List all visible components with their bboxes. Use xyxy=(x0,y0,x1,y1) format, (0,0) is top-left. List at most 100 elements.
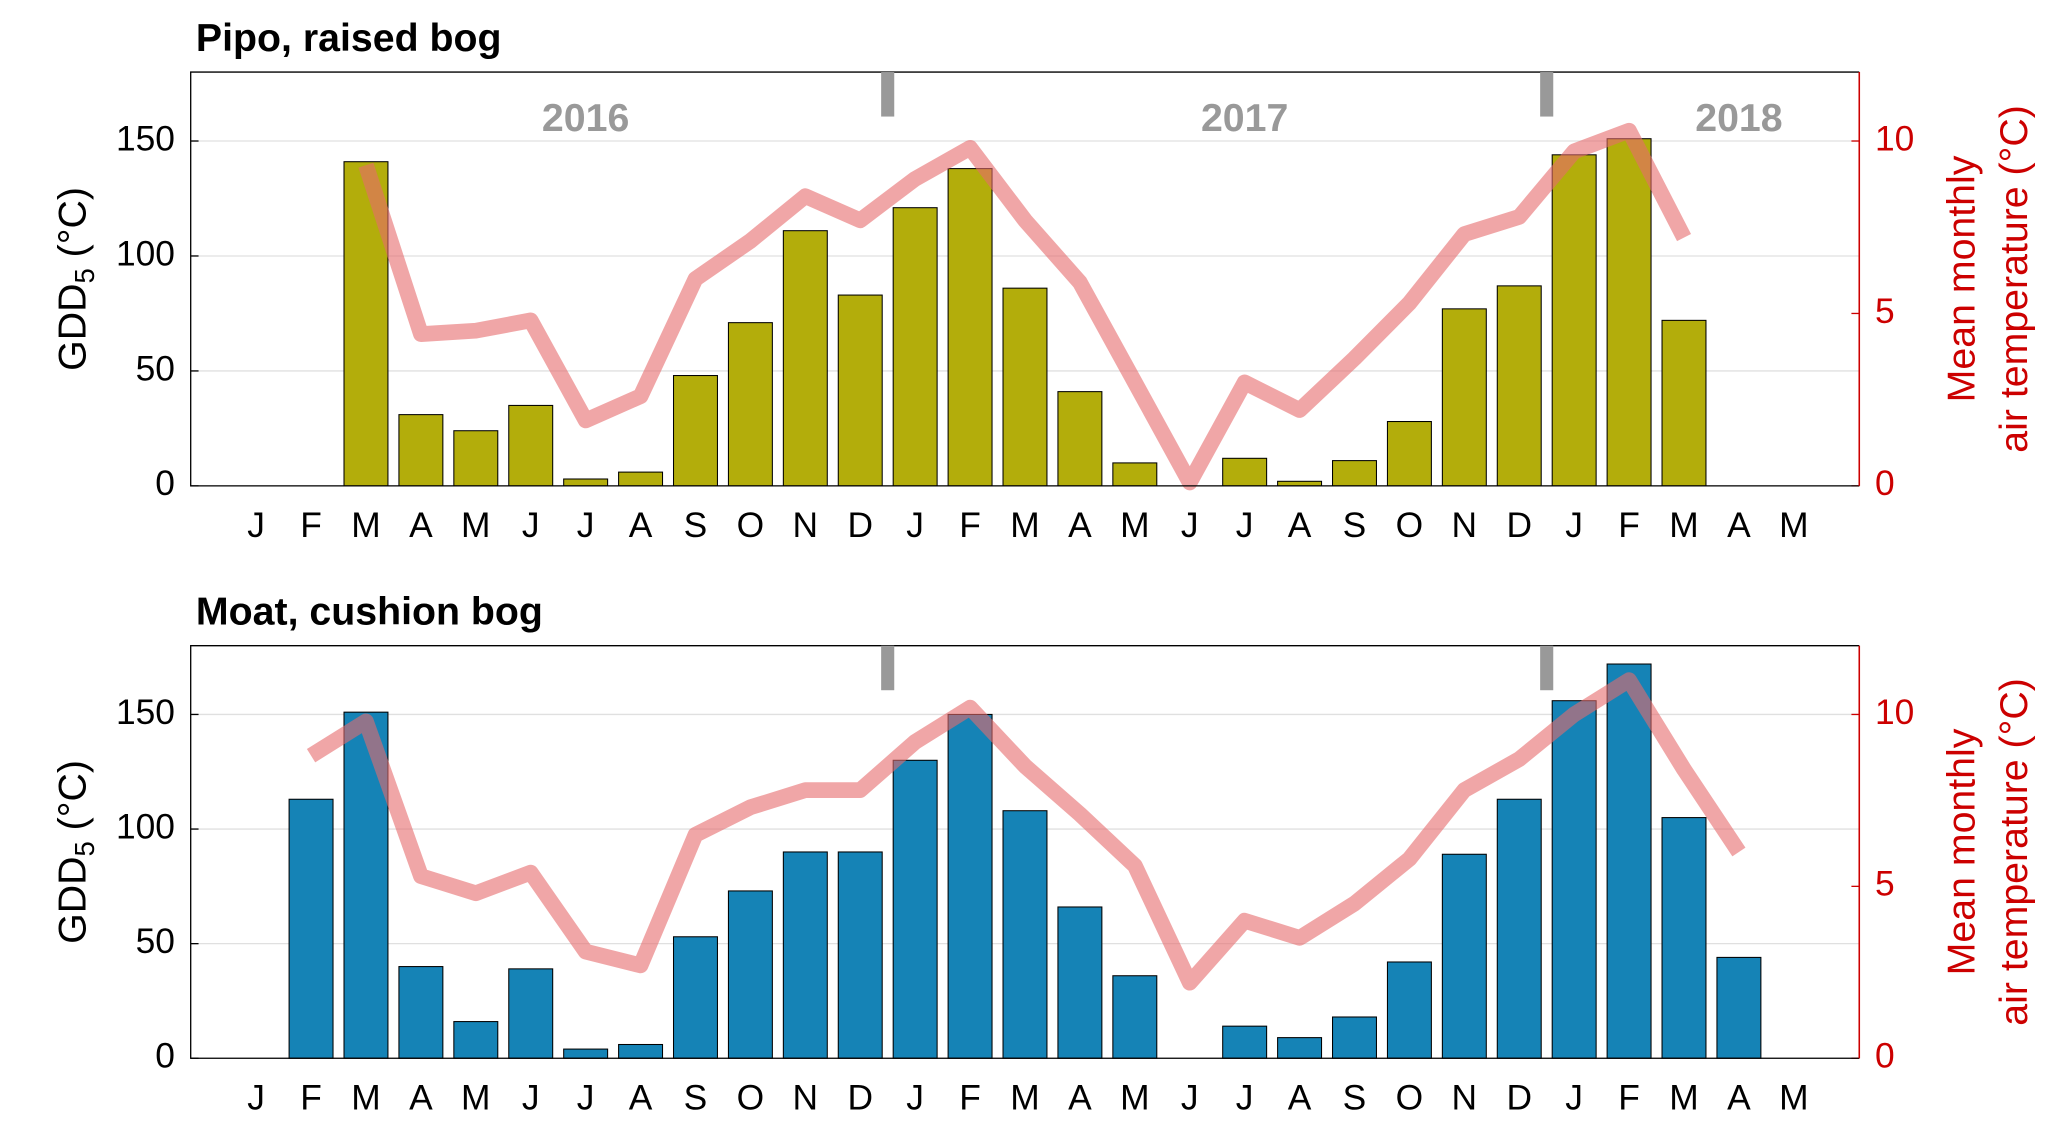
year-divider xyxy=(1540,645,1554,691)
year-divider xyxy=(881,72,895,117)
x-tick-label: F xyxy=(959,506,981,545)
x-tick-label: M xyxy=(461,506,490,545)
x-tick-label: F xyxy=(1618,1079,1640,1118)
year-divider xyxy=(1540,72,1554,117)
x-tick-label: M xyxy=(351,506,380,545)
x-tick-label: J xyxy=(1565,1079,1583,1118)
y-tick-label: 50 xyxy=(136,922,175,961)
x-tick-label: D xyxy=(847,1079,873,1118)
bar xyxy=(1441,308,1487,487)
y-tick-label: 150 xyxy=(116,119,175,158)
x-tick-label: A xyxy=(1288,506,1312,545)
chart-title: Pipo, raised bog xyxy=(196,16,502,60)
x-tick-label: J xyxy=(1236,1079,1254,1118)
y2-tick-label: 5 xyxy=(1875,292,1895,331)
year-divider xyxy=(881,645,895,691)
bar xyxy=(727,890,773,1059)
x-tick-label: J xyxy=(247,506,265,545)
bar xyxy=(288,798,334,1059)
x-tick-label: A xyxy=(629,506,653,545)
x-tick-label: F xyxy=(300,506,322,545)
y-tick-label: 0 xyxy=(155,464,175,503)
year-label: 2016 xyxy=(542,96,629,140)
x-tick-label: M xyxy=(1010,506,1039,545)
x-tick-label: J xyxy=(522,1079,540,1118)
x-tick-label: M xyxy=(351,1079,380,1118)
y2-tick-label: 0 xyxy=(1875,1037,1895,1076)
bar xyxy=(947,713,993,1059)
x-tick-label: N xyxy=(1452,1079,1478,1118)
x-tick-label: O xyxy=(1396,1079,1424,1118)
axis-frame xyxy=(190,645,1860,1059)
x-tick-label: J xyxy=(1181,506,1199,545)
bar xyxy=(398,414,444,487)
bar xyxy=(1112,462,1158,487)
bar xyxy=(453,430,499,487)
bar xyxy=(1386,961,1432,1059)
x-tick-label: S xyxy=(684,506,708,545)
bar xyxy=(618,1043,664,1059)
bar xyxy=(1222,1025,1268,1059)
x-tick-label: N xyxy=(793,1079,819,1118)
y-tick-label: 100 xyxy=(116,807,175,846)
bar xyxy=(947,168,993,487)
y-label-space xyxy=(51,257,95,268)
bar xyxy=(398,966,444,1059)
x-tick-label: S xyxy=(1343,506,1367,545)
y2-axis-label: air temperature (°C) xyxy=(1992,105,2036,453)
y2-axis-label: Mean monthly xyxy=(1939,728,1983,975)
y2-tick-label: 10 xyxy=(1875,119,1914,158)
year-label: 2017 xyxy=(1201,96,1288,140)
bar xyxy=(1277,1037,1323,1059)
x-tick-label: J xyxy=(1236,506,1254,545)
x-tick-label: M xyxy=(1779,1079,1808,1118)
x-tick-label: S xyxy=(1343,1079,1367,1118)
x-tick-label: O xyxy=(1396,506,1424,545)
bar xyxy=(727,322,773,487)
bar xyxy=(563,478,609,487)
x-tick-label: N xyxy=(793,506,819,545)
x-tick-label: M xyxy=(461,1079,490,1118)
y-label-unit: (°C) xyxy=(51,760,95,830)
x-tick-label: M xyxy=(1120,1079,1149,1118)
bar xyxy=(1057,391,1103,487)
bar xyxy=(563,1048,609,1059)
bar xyxy=(672,936,718,1059)
y-axis-label: GDD5 (°C) xyxy=(51,760,101,944)
y-tick-label: 100 xyxy=(116,234,175,273)
bar xyxy=(892,207,938,487)
y-label-space xyxy=(51,830,95,841)
bar xyxy=(1606,138,1652,487)
y-label-main: GDD xyxy=(51,857,95,944)
x-tick-label: A xyxy=(1727,506,1751,545)
chart-title: Moat, cushion bog xyxy=(196,590,543,634)
x-tick-label: J xyxy=(247,1079,265,1118)
x-tick-label: A xyxy=(629,1079,653,1118)
x-tick-label: O xyxy=(737,506,765,545)
y-label-sub: 5 xyxy=(69,268,100,283)
bar xyxy=(782,230,828,487)
x-tick-label: A xyxy=(409,1079,433,1118)
bar xyxy=(1277,480,1323,487)
y2-tick-label: 5 xyxy=(1875,865,1895,904)
y2-axis-label: Mean monthly xyxy=(1939,155,1983,402)
axis-frame xyxy=(190,71,1860,487)
bar xyxy=(1661,319,1707,487)
bar xyxy=(508,968,554,1059)
bar xyxy=(1716,956,1762,1059)
temperature-line xyxy=(358,122,1692,491)
bar xyxy=(1551,700,1597,1059)
x-tick-label: J xyxy=(1565,506,1583,545)
y2-tick-label: 10 xyxy=(1875,693,1914,732)
x-tick-label: N xyxy=(1452,506,1478,545)
temperature-line xyxy=(306,672,1746,991)
bar xyxy=(618,471,664,487)
bar xyxy=(1551,154,1597,487)
x-tick-label: D xyxy=(847,506,873,545)
x-tick-label: J xyxy=(906,1079,924,1118)
x-tick-label: F xyxy=(1618,506,1640,545)
y-label-unit: (°C) xyxy=(51,187,95,257)
y-axis-label: GDD5 (°C) xyxy=(51,187,101,371)
